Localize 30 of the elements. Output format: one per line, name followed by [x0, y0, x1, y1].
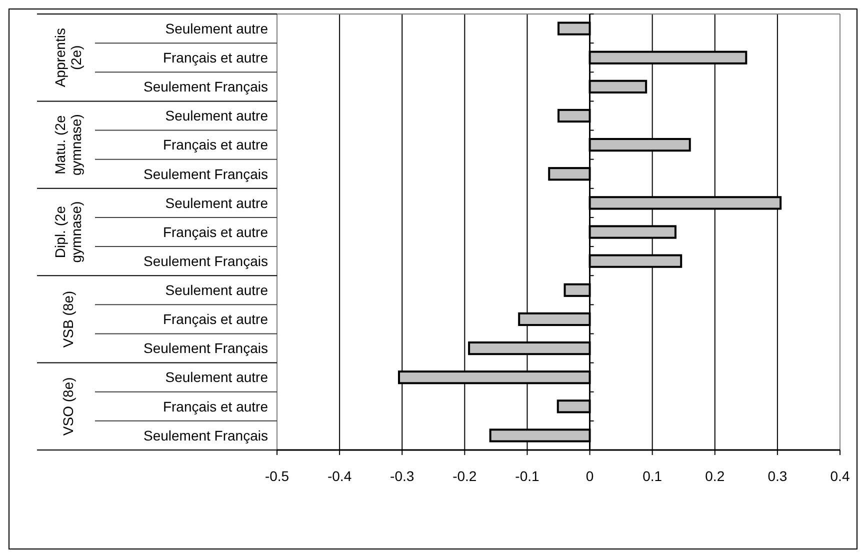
text: Apprentis (2e) [52, 28, 84, 88]
x-tick-label: -0.5 [264, 468, 290, 484]
y-tick-label: Seulement Français [143, 166, 268, 182]
y-tick-label: Seulement autre [165, 282, 268, 298]
x-tick-label: 0.4 [830, 468, 850, 484]
text: VSB (8e) [60, 290, 76, 348]
y-tick-label: Français et autre [162, 398, 268, 414]
text: Matu. (2e gymnase) [52, 114, 84, 176]
y-tick-label: Français et autre [162, 311, 268, 328]
text: Dipl. (2e gymnase) [52, 201, 84, 263]
x-tick-label: -0.4 [327, 468, 352, 484]
x-tick-label: -0.3 [390, 468, 414, 484]
y-tick-label: Seulement autre [165, 194, 268, 211]
y-tick-label: Seulement autre [165, 369, 268, 386]
x-tick-label: -0.1 [515, 468, 540, 484]
x-tick-label: 0.3 [768, 468, 788, 484]
x-tick-label: 0.2 [705, 468, 725, 484]
y-tick-label: Seulement autre [165, 20, 268, 36]
x-tick-label: 0 [586, 468, 594, 484]
x-tick-label: 0.1 [642, 468, 662, 484]
y-tick-label: Seulement Français [143, 78, 268, 95]
y-tick-label: Seulement autre [165, 108, 268, 124]
y-tick-label: Seulement Français [143, 252, 268, 269]
y-tick-label: Seulement Français [143, 427, 268, 444]
y-tick-label: Français et autre [162, 136, 268, 153]
x-tick-label: -0.2 [452, 468, 477, 484]
y-tick-label: Français et autre [162, 50, 268, 66]
y-tick-label: Français et autre [162, 224, 268, 240]
y-tick-label: Seulement Français [143, 340, 268, 356]
text: VSO (8e) [60, 377, 76, 436]
